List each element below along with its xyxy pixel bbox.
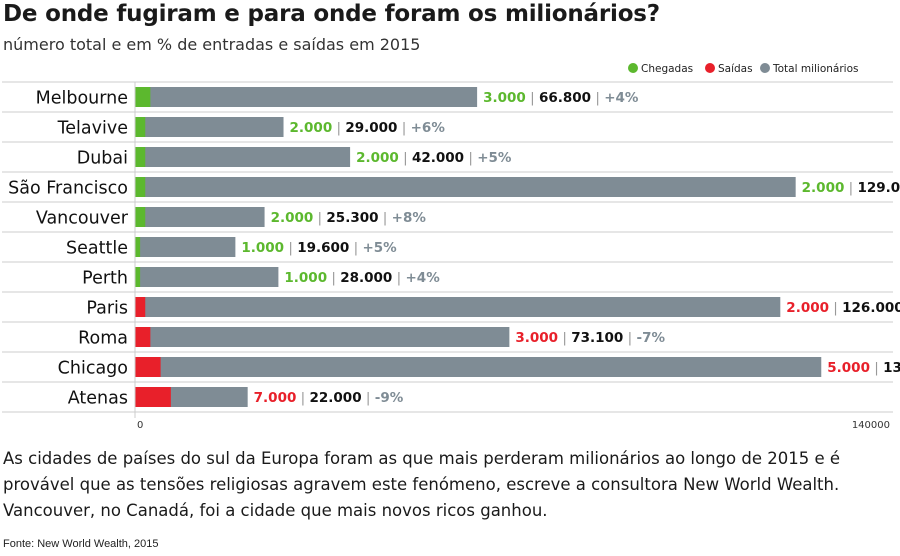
category-label: Roma <box>78 329 128 349</box>
bar-chegadas <box>135 237 141 257</box>
data-label: 2.000 | 29.000 | +6% <box>290 120 446 136</box>
x-axis: 0 140000 <box>134 82 890 431</box>
bar-saidas <box>135 297 146 317</box>
bar-chegadas <box>135 147 146 167</box>
bar-saidas <box>135 387 171 407</box>
bar-total <box>135 177 796 197</box>
category-label: Vancouver <box>36 209 129 229</box>
legend-label-total-milionarios: Total milionários <box>772 63 858 75</box>
category-label: Chicago <box>58 359 128 379</box>
data-label: 2.000 | 25.300 | +8% <box>271 210 427 226</box>
chart-row: Perth 1.000 | 28.000 | +4% <box>2 267 893 293</box>
data-label: 1.000 | 19.600 | +5% <box>241 240 397 256</box>
chart-row: Melbourne 3.000 | 66.800 | +4% <box>2 87 893 113</box>
chart-row: Seattle 1.000 | 19.600 | +5% <box>2 237 893 263</box>
data-label: 2.000 | 129.000 | +2% <box>802 180 900 196</box>
chart-row: Roma 3.000 | 73.100 | -7% <box>2 327 893 353</box>
data-label: 5.000 | 134.000 | -2% <box>827 360 900 376</box>
chart-row: Telavive 2.000 | 29.000 | +6% <box>2 117 893 143</box>
chart-row: Paris 2.000 | 126.000 | -6% <box>2 297 900 323</box>
description-text: As cidades de países do sul da Europa fo… <box>3 449 841 520</box>
chart-row: São Francisco 2.000 | 129.000 | +2% <box>2 177 900 203</box>
category-label: Atenas <box>68 389 128 409</box>
data-label: 3.000 | 66.800 | +4% <box>483 90 639 106</box>
category-label: Dubai <box>77 149 128 169</box>
category-label: Perth <box>82 269 128 289</box>
chart-title: De onde fugiram e para onde foram os mil… <box>3 1 660 27</box>
bar-chegadas <box>135 177 146 197</box>
bar-chart: Chegadas Saídas Total milionários Melbourn… <box>2 63 900 431</box>
bar-total <box>135 237 236 257</box>
category-label: Paris <box>86 299 128 319</box>
x-tick-label: 140000 <box>852 420 890 431</box>
category-label: Seattle <box>66 239 128 259</box>
category-label: Telavive <box>57 119 128 139</box>
bar-total <box>135 207 265 227</box>
data-label: 2.000 | 42.000 | +5% <box>356 150 512 166</box>
data-label: 2.000 | 126.000 | -6% <box>786 300 900 316</box>
bar-chegadas <box>135 267 141 287</box>
bar-chegadas <box>135 117 146 137</box>
bar-total <box>135 357 822 377</box>
legend: Chegadas Saídas Total milionários <box>628 63 858 75</box>
bar-total <box>135 87 478 107</box>
bar-total <box>135 327 510 347</box>
legend-marker-total-milionarios <box>760 63 770 73</box>
chart-row: Vancouver 2.000 | 25.300 | +8% <box>2 207 893 233</box>
chart-subtitle: número total e em % de entradas e saídas… <box>3 35 421 54</box>
chart-rows: Melbourne 3.000 | 66.800 | +4% Telavive 2.0… <box>2 81 900 413</box>
legend-marker-chegadas <box>628 63 638 73</box>
bar-saidas <box>135 327 151 347</box>
bar-chegadas <box>135 207 146 227</box>
data-label: 3.000 | 73.100 | -7% <box>515 330 665 346</box>
bar-total <box>135 297 781 317</box>
legend-label-saidas: Saídas <box>718 63 753 75</box>
x-tick-label: 0 <box>137 420 143 431</box>
chart-row: Dubai 2.000 | 42.000 | +5% <box>2 147 893 173</box>
category-label: Melbourne <box>36 89 128 109</box>
bar-total <box>135 147 351 167</box>
chart-row: Atenas 7.000 | 22.000 | -9% <box>2 387 893 413</box>
bar-saidas <box>135 357 161 377</box>
bar-total <box>135 267 279 287</box>
legend-label-chegadas: Chegadas <box>641 63 693 75</box>
bar-chegadas <box>135 87 151 107</box>
legend-marker-saidas <box>705 63 715 73</box>
data-label: 7.000 | 22.000 | -9% <box>254 390 404 406</box>
bar-total <box>135 117 284 137</box>
data-label: 1.000 | 28.000 | +4% <box>284 270 440 286</box>
source-note: Fonte: New World Wealth, 2015 <box>3 538 159 550</box>
category-label: São Francisco <box>8 179 128 199</box>
chart-row: Chicago 5.000 | 134.000 | -2% <box>2 357 900 383</box>
